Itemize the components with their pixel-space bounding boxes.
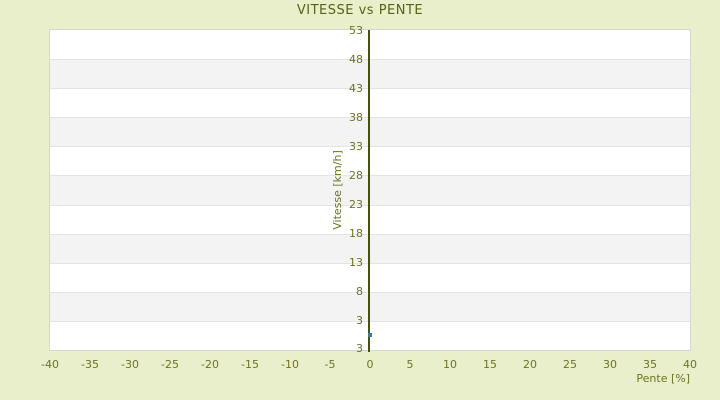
- x-tick-label: 0: [366, 358, 374, 371]
- x-tick-label: -35: [81, 358, 99, 371]
- x-tick-label: 5: [406, 358, 414, 371]
- data-point: [368, 333, 372, 337]
- y-tick-label: 48: [349, 53, 363, 66]
- gridline: [50, 175, 690, 176]
- y-tick-label: 3: [356, 342, 363, 355]
- plot-area: [49, 29, 691, 351]
- y-tick-label: 38: [349, 111, 363, 124]
- y-tick-label: 28: [349, 169, 363, 182]
- y-tick-label: 53: [349, 24, 363, 37]
- x-tick-label: -20: [201, 358, 219, 371]
- y-tick-label: 23: [349, 198, 363, 211]
- gridline: [50, 59, 690, 60]
- plot-band: [50, 292, 690, 321]
- x-tick-label: 10: [443, 358, 457, 371]
- gridline: [50, 146, 690, 147]
- y-axis-line: [368, 30, 370, 352]
- x-tick-label: 20: [523, 358, 537, 371]
- gridline: [50, 292, 690, 293]
- x-tick-label: 25: [563, 358, 577, 371]
- x-tick-label: -15: [241, 358, 259, 371]
- x-tick-label: -5: [324, 358, 336, 371]
- plot-band: [50, 146, 690, 175]
- y-tick-label: 43: [349, 82, 363, 95]
- plot-band: [50, 88, 690, 117]
- y-tick-label: 8: [356, 285, 363, 298]
- x-tick-label: 15: [483, 358, 497, 371]
- plot-band: [50, 30, 690, 59]
- x-tick-label: -40: [41, 358, 59, 371]
- x-tick-label: -25: [161, 358, 179, 371]
- plot-band: [50, 263, 690, 292]
- plot-band: [50, 175, 690, 205]
- y-tick-label: 3: [356, 314, 363, 327]
- x-axis-title: Pente [%]: [636, 372, 690, 385]
- plot-band: [50, 117, 690, 146]
- x-tick-label: 40: [683, 358, 697, 371]
- x-tick-label: -10: [281, 358, 299, 371]
- plot-band: [50, 205, 690, 234]
- gridline: [50, 234, 690, 235]
- gridline: [50, 205, 690, 206]
- plot-band: [50, 59, 690, 88]
- y-tick-label: 13: [349, 256, 363, 269]
- chart-title: VITESSE vs PENTE: [296, 3, 424, 18]
- x-tick-label: 35: [643, 358, 657, 371]
- gridline: [50, 263, 690, 264]
- plot-band: [50, 234, 690, 263]
- gridline: [50, 117, 690, 118]
- y-tick-label: 33: [349, 140, 363, 153]
- gridline: [50, 88, 690, 89]
- x-tick-label: -30: [121, 358, 139, 371]
- gridline: [50, 321, 690, 322]
- x-tick-label: 30: [603, 358, 617, 371]
- y-tick-label: 18: [349, 227, 363, 240]
